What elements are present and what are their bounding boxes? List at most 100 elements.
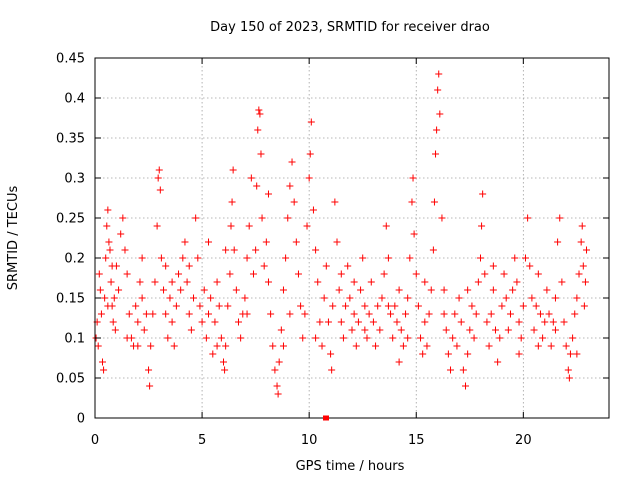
data-point [164,334,172,342]
data-point [181,238,189,246]
data-point [230,246,238,254]
data-point [185,262,193,270]
data-point [357,286,365,294]
data-point [198,318,206,326]
data-point [506,310,514,318]
data-point [121,246,129,254]
data-point [578,222,586,230]
data-point [339,334,347,342]
y-tick-label: 0.1 [64,332,85,347]
data-point [190,294,198,302]
data-point [102,254,110,262]
data-point [509,286,517,294]
data-point [290,198,298,206]
data-point [125,310,133,318]
data-point [241,294,249,302]
data-point [436,110,444,118]
data-point [237,334,245,342]
data-point [229,166,237,174]
data-point [115,286,123,294]
data-point [160,286,168,294]
data-point [583,246,591,254]
data-point [264,278,272,286]
data-point [427,286,435,294]
data-point [391,302,399,310]
data-point [395,286,403,294]
data-point [136,278,144,286]
data-point [404,334,412,342]
data-point [536,310,544,318]
data-point [279,286,287,294]
data-point [299,334,307,342]
data-point [352,342,360,350]
data-point [551,294,559,302]
plot-frame [94,57,610,419]
data-point [273,382,281,390]
data-point [361,326,369,334]
data-point [541,318,549,326]
data-point [215,302,223,310]
data-point [179,254,187,262]
data-point [435,70,443,78]
data-point [151,278,159,286]
data-point [103,222,111,230]
data-point [519,302,527,310]
data-point [399,342,407,350]
data-point [277,326,285,334]
data-point [282,254,290,262]
data-point [372,342,380,350]
data-point [284,214,292,222]
data-point [348,326,356,334]
x-tick-label: 0 [91,433,99,448]
data-point [547,342,555,350]
data-point [132,302,140,310]
data-point [404,294,412,302]
data-point [123,334,131,342]
data-point [96,286,104,294]
data-point [294,270,302,278]
data-point [534,270,542,278]
data-point [409,174,417,182]
data-point [421,278,429,286]
data-point [569,334,577,342]
data-point [205,238,213,246]
data-point [224,302,232,310]
data-point [384,254,392,262]
y-tick-label: 0.3 [64,172,85,187]
data-point [267,310,275,318]
data-point [337,270,345,278]
data-point [406,254,414,262]
data-point [410,230,418,238]
data-point [451,310,459,318]
data-point [393,318,401,326]
data-point [258,214,266,222]
data-point [222,342,230,350]
data-point [275,358,283,366]
data-point [551,326,559,334]
data-point [307,118,315,126]
axis-ticks: 0 0.05 0.1 0.15 0.2 0.25 0.3 0.35 0.4 0.45 0 5 10 15 2… [56,52,609,448]
data-point [312,334,320,342]
data-point [312,246,320,254]
data-point [432,150,440,158]
data-point [442,326,450,334]
data-point [138,254,146,262]
data-point [449,334,457,342]
data-point [417,334,425,342]
data-point [462,382,470,390]
data-point [579,262,587,270]
data-point [162,310,170,318]
data-point [549,318,557,326]
data-point [98,358,106,366]
data-point [429,246,437,254]
data-point [162,262,170,270]
data-point [209,350,217,358]
data-point [485,342,493,350]
data-point [243,254,251,262]
data-point [117,230,125,238]
data-point [320,294,328,302]
data-point [245,222,253,230]
data-point [474,278,482,286]
x-axis-label: GPS time / hours [296,459,405,474]
y-tick-label: 0.05 [56,372,85,387]
